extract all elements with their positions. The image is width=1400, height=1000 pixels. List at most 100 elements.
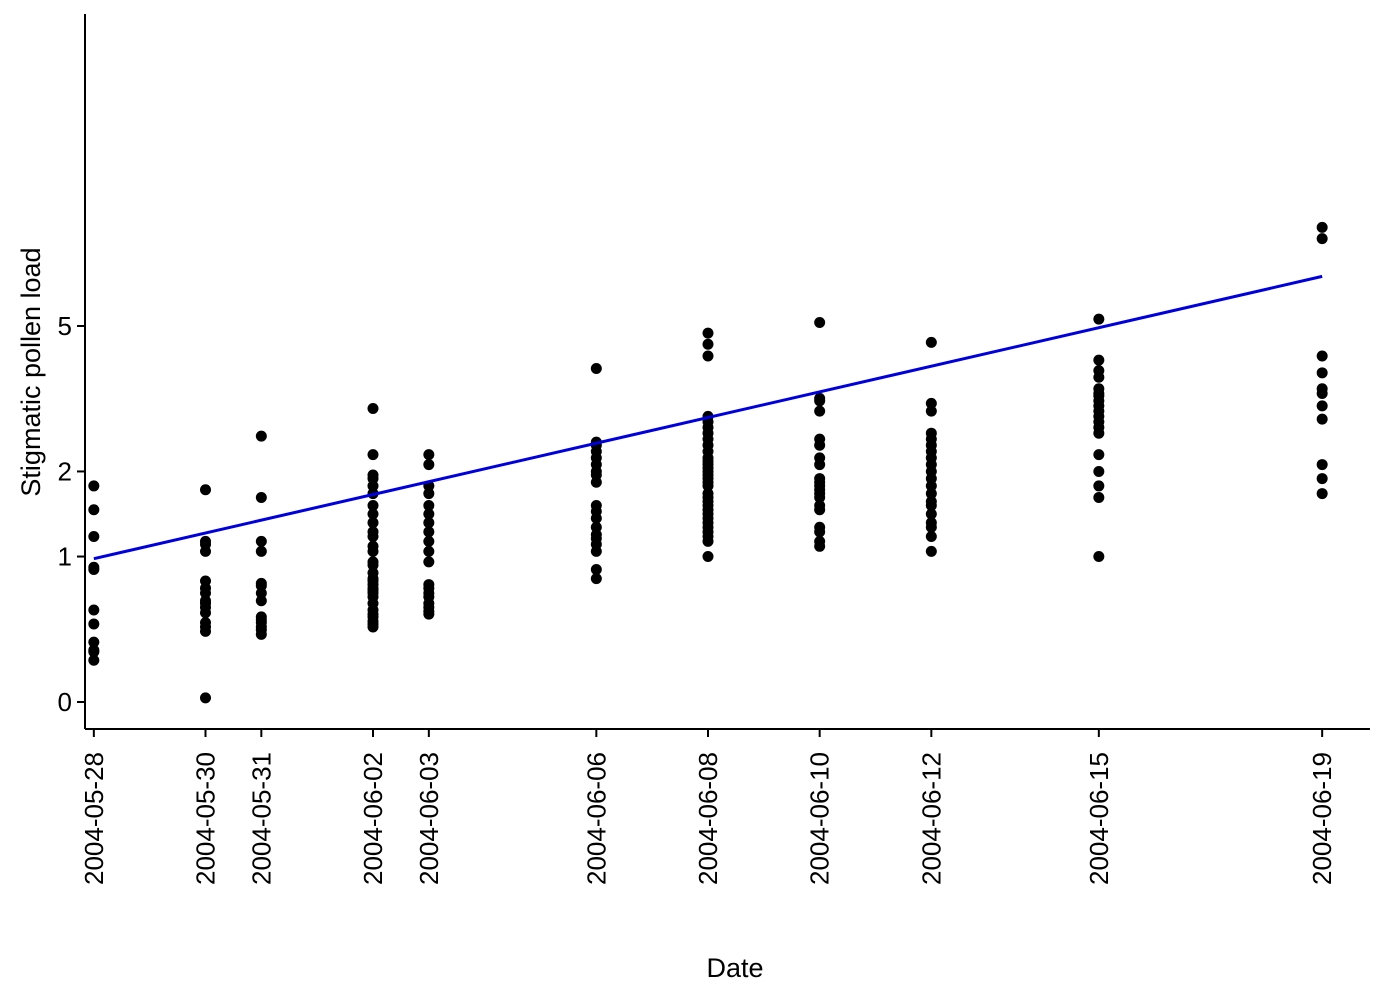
data-point — [200, 692, 211, 704]
data-point — [590, 573, 602, 585]
data-point — [423, 500, 435, 512]
data-point — [814, 405, 826, 417]
data-point — [1093, 449, 1105, 461]
data-point — [255, 491, 267, 503]
data-point — [88, 646, 100, 658]
data-point — [1316, 221, 1328, 233]
data-point — [814, 395, 826, 407]
y-axis-ticks: 0 1 2 5 — [58, 311, 85, 717]
data-point — [200, 625, 211, 637]
x-tick-label: 2004-06-15 — [1084, 752, 1114, 885]
data-point — [1093, 427, 1105, 439]
x-tick-label: 2004-06-03 — [414, 752, 444, 885]
x-tick-label: 2004-06-10 — [805, 752, 835, 885]
data-point — [925, 531, 937, 543]
data-point — [423, 459, 435, 471]
data-point — [1316, 367, 1328, 379]
data-point — [1093, 465, 1105, 477]
data-point — [590, 362, 602, 374]
data-point — [925, 480, 937, 492]
x-tick-label: 2004-06-19 — [1307, 752, 1337, 885]
data-point — [200, 545, 211, 557]
data-point — [423, 556, 435, 568]
data-point — [1316, 387, 1328, 399]
data-point — [423, 526, 435, 538]
data-point — [423, 545, 435, 557]
data-point — [814, 459, 826, 471]
x-axis-ticks: 2004-05-28 2004-05-30 2004-05-31 2004-06-02… — [79, 729, 1337, 885]
x-tick-label: 2004-06-02 — [358, 752, 388, 885]
data-point — [88, 531, 100, 543]
data-point — [702, 350, 714, 362]
data-point — [367, 508, 379, 520]
data-point — [925, 488, 937, 500]
data-point — [367, 500, 379, 512]
data-point — [255, 545, 267, 557]
x-tick-label: 2004-06-12 — [916, 752, 946, 885]
data-point — [925, 508, 937, 520]
data-point — [1093, 354, 1105, 366]
data-point — [925, 521, 937, 533]
data-point — [925, 500, 937, 512]
data-point — [1093, 551, 1105, 563]
data-point — [590, 564, 602, 576]
x-tick-label: 2004-05-30 — [191, 752, 221, 885]
data-point — [1316, 488, 1328, 500]
y-tick-label: 1 — [58, 542, 72, 572]
data-point — [367, 621, 379, 633]
data-point — [423, 517, 435, 529]
data-point — [88, 564, 100, 576]
data-point — [423, 449, 435, 461]
data-point — [200, 607, 211, 619]
data-point — [423, 488, 435, 500]
data-point — [88, 636, 100, 648]
x-tick-label: 2004-06-06 — [581, 752, 611, 885]
data-point — [1316, 233, 1328, 245]
data-point — [423, 508, 435, 520]
data-point — [925, 545, 937, 557]
data-point — [925, 405, 937, 417]
data-point — [702, 535, 714, 547]
data-point — [814, 439, 826, 451]
y-tick-label: 5 — [58, 311, 72, 341]
x-tick-label: 2004-05-31 — [246, 752, 276, 885]
data-point — [925, 336, 937, 348]
data-point — [367, 545, 379, 557]
data-point — [88, 504, 100, 516]
x-tick-label: 2004-05-28 — [79, 752, 109, 885]
data-point — [255, 430, 267, 442]
data-point — [1316, 350, 1328, 362]
data-point — [814, 491, 826, 503]
data-point — [1316, 459, 1328, 471]
data-point — [88, 618, 100, 630]
data-point — [255, 587, 267, 599]
data-point — [1093, 480, 1105, 492]
data-point — [200, 484, 211, 496]
data-point — [200, 587, 211, 599]
data-point — [814, 317, 826, 329]
data-point — [590, 476, 602, 488]
regression-line — [93, 274, 1323, 561]
data-point — [702, 551, 714, 563]
data-point — [1093, 313, 1105, 325]
data-point — [255, 535, 267, 547]
data-point — [814, 504, 826, 516]
x-axis-title: Date — [706, 953, 763, 983]
data-point — [255, 628, 267, 640]
data-point — [1093, 491, 1105, 503]
data-point — [423, 535, 435, 547]
data-point — [702, 338, 714, 350]
data-point — [1316, 400, 1328, 412]
data-point — [88, 604, 100, 616]
data-point — [88, 654, 100, 666]
data-point — [1316, 413, 1328, 425]
plot-area — [88, 221, 1328, 704]
x-tick-label: 2004-06-08 — [693, 752, 723, 885]
data-point — [925, 397, 937, 409]
data-point — [702, 327, 714, 339]
data-point — [1093, 371, 1105, 383]
data-point — [814, 540, 826, 552]
data-point — [702, 480, 714, 492]
y-tick-label: 0 — [58, 687, 72, 717]
